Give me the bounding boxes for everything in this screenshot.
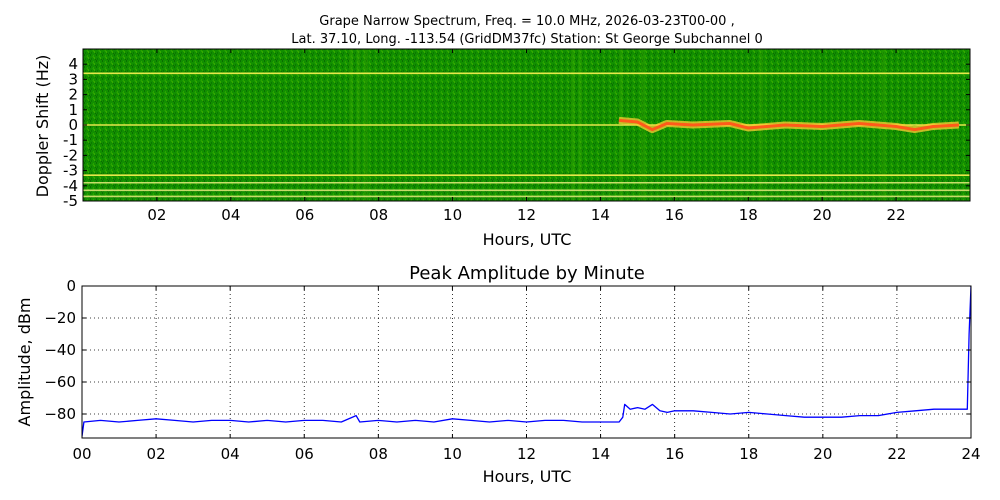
spectrogram-x-ticks: 02 04 06 08 10 12 14 16 18 20 22: [147, 49, 906, 224]
amplitude-x-tick-label: 18: [739, 445, 758, 463]
spectrogram-y-tick-label: -2: [63, 146, 78, 164]
amplitude-y-tick-label: −40: [44, 341, 76, 359]
amplitude-series-line: [82, 286, 971, 437]
spectrogram-doppler-trace: [618, 118, 959, 132]
spectrogram-y-tick-label: 2: [68, 86, 78, 104]
spectrogram-x-tick-label: 14: [591, 206, 610, 224]
spectrogram-x-tick-label: 22: [887, 206, 906, 224]
amplitude-x-tick-label: 22: [887, 445, 906, 463]
spectrogram-y-tick-label: 4: [68, 55, 78, 73]
spectrogram-x-tick-label: 20: [813, 206, 832, 224]
spectrogram-x-tick-label: 18: [739, 206, 758, 224]
spectrogram-x-label: Hours, UTC: [483, 230, 572, 249]
spectrogram-y-tick-label: 1: [68, 101, 78, 119]
amplitude-x-tick-label: 20: [813, 445, 832, 463]
spectrogram-features: [83, 49, 970, 201]
amplitude-x-tick-label: 24: [961, 445, 980, 463]
spectrogram-x-tick-label: 10: [443, 206, 462, 224]
amplitude-y-ticks: 0 −20 −40 −60 −80: [44, 277, 971, 423]
spectrogram-y-tick-label: -5: [63, 192, 78, 210]
amplitude-x-tick-label: 12: [517, 445, 536, 463]
amplitude-x-tick-label: 10: [443, 445, 462, 463]
spectrogram-x-tick-label: 16: [665, 206, 684, 224]
amplitude-x-label: Hours, UTC: [483, 467, 572, 486]
spectrogram-x-tick-label: 06: [295, 206, 314, 224]
amplitude-grid: [82, 286, 971, 438]
amplitude-title: Peak Amplitude by Minute: [409, 263, 645, 284]
spectrogram-x-tick-label: 12: [517, 206, 536, 224]
spectrogram-y-tick-label: -1: [63, 131, 78, 149]
spectrogram-x-tick-label: 02: [147, 206, 166, 224]
spectrogram-y-tick-label: 3: [68, 70, 78, 88]
amplitude-x-tick-label: 08: [369, 445, 388, 463]
amplitude-x-tick-label: 00: [72, 445, 91, 463]
amplitude-x-tick-label: 02: [147, 445, 166, 463]
spectrogram-y-tick-label: 0: [68, 116, 78, 134]
spectrogram-y-tick-label: -3: [63, 162, 78, 180]
spectrogram-x-tick-label: 04: [221, 206, 240, 224]
amplitude-y-tick-label: −80: [44, 405, 76, 423]
spectrogram-y-label: Doppler Shift (Hz): [33, 55, 52, 198]
amplitude-series-group: [82, 286, 971, 437]
amplitude-y-tick-label: −20: [44, 309, 76, 327]
amplitude-x-tick-label: 16: [665, 445, 684, 463]
amplitude-plot: [81, 285, 972, 439]
amplitude-x-tick-label: 06: [295, 445, 314, 463]
amplitude-y-label: Amplitude, dBm: [15, 298, 34, 427]
amplitude-y-tick-label: −60: [44, 373, 76, 391]
spectrogram-y-tick-label: -4: [63, 177, 78, 195]
amplitude-x-tick-label: 14: [591, 445, 610, 463]
spectrum-title-line2: Lat. 37.10, Long. -113.54 (GridDM37fc) S…: [291, 32, 762, 47]
spectrogram-x-tick-label: 08: [369, 206, 388, 224]
amplitude-x-tick-label: 04: [221, 445, 240, 463]
spectrum-title-line1: Grape Narrow Spectrum, Freq. = 10.0 MHz,…: [319, 14, 734, 29]
amplitude-y-tick-label: 0: [66, 277, 76, 295]
spectrogram-plot: [82, 48, 971, 202]
amplitude-x-ticks: 00 02 04 06 08 10 12 14 16 18 20 22 24: [72, 286, 981, 463]
